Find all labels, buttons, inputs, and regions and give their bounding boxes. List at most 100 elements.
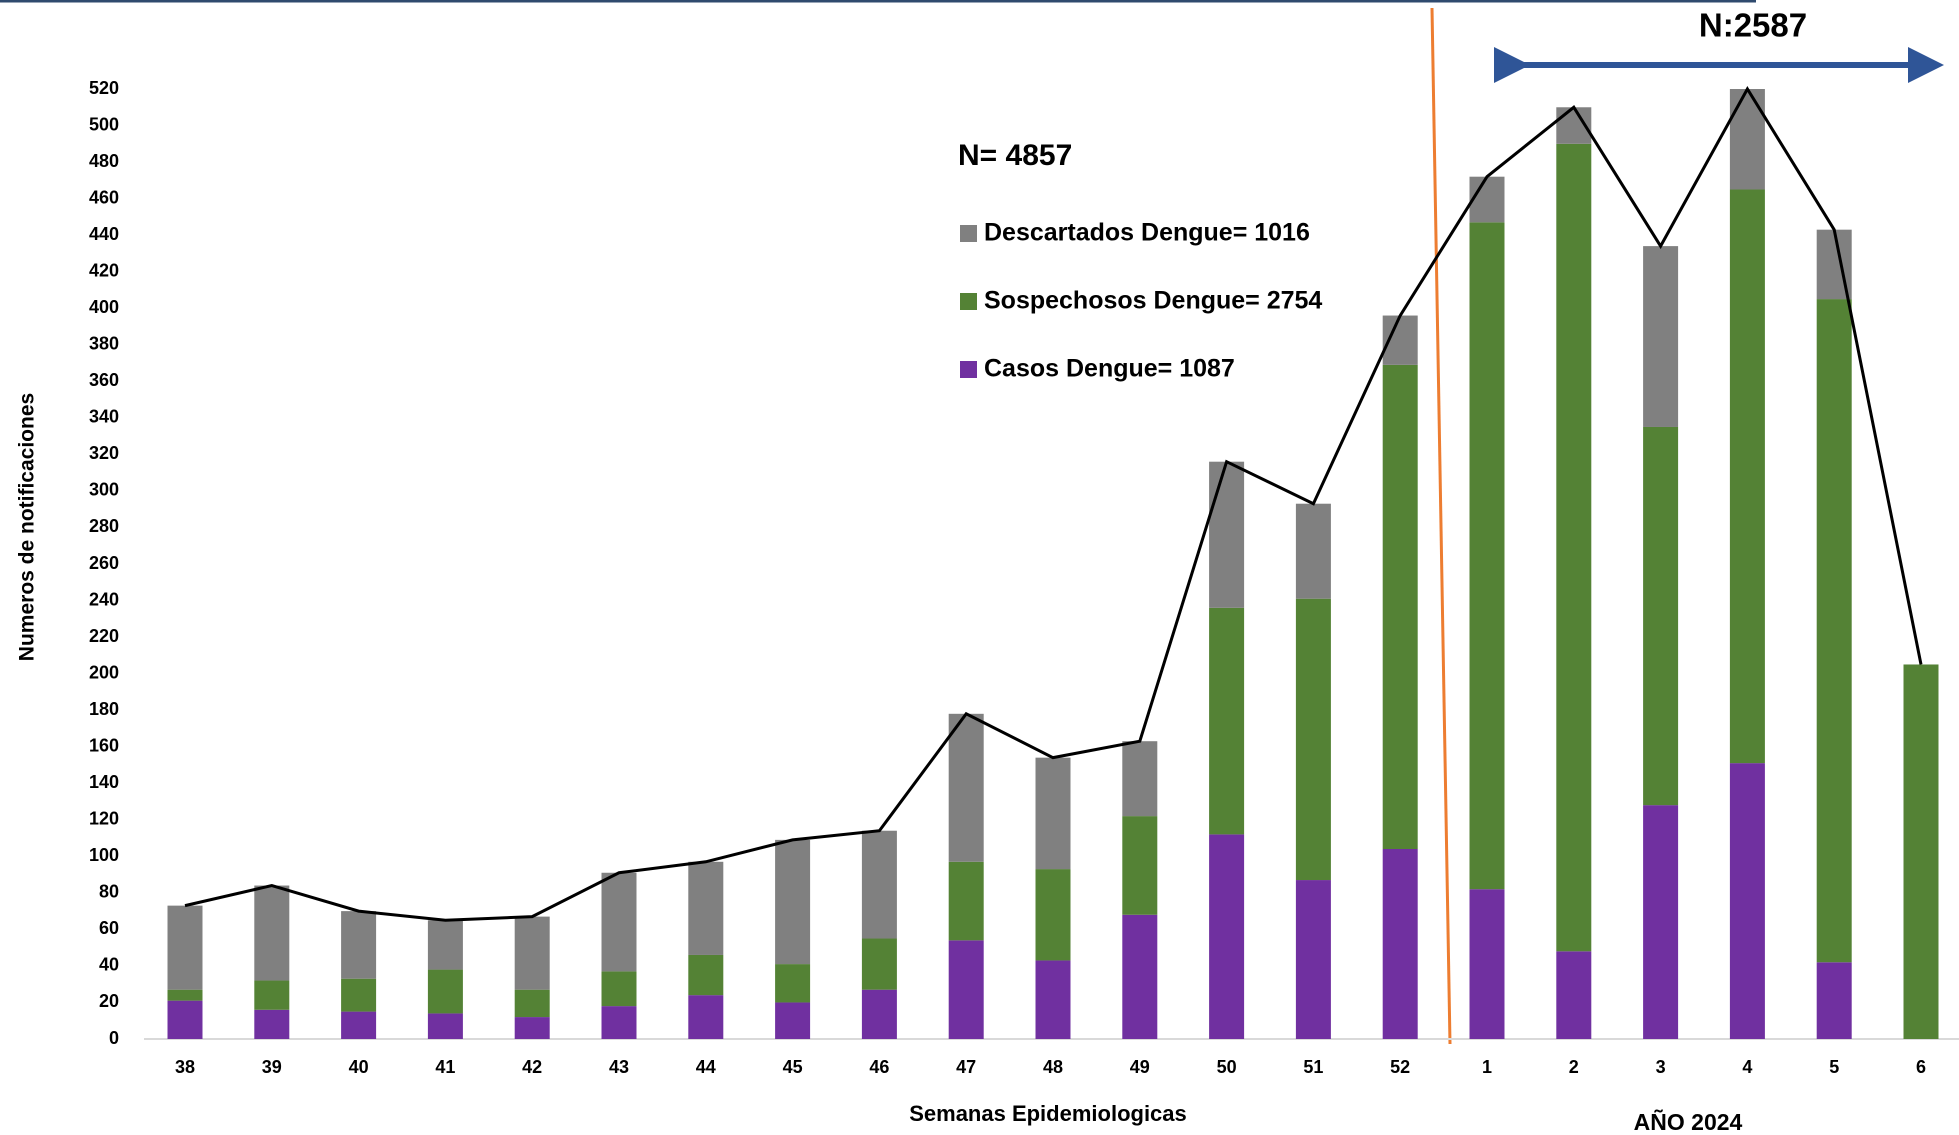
bar-segment <box>514 989 550 1018</box>
bar-segment <box>861 989 897 1039</box>
bar-segment <box>1382 364 1418 849</box>
x-tick-label: 1 <box>1482 1057 1492 1077</box>
bar-segment <box>1295 598 1331 881</box>
bar-segment <box>861 938 897 990</box>
bar-segment <box>1729 763 1765 1039</box>
x-tick-label: 41 <box>435 1057 455 1077</box>
x-tick-label: 4 <box>1742 1057 1752 1077</box>
bar-segment <box>688 861 724 955</box>
bar-segment <box>1556 951 1592 1039</box>
bar-segment <box>601 872 637 972</box>
x-tick-label: 51 <box>1303 1057 1323 1077</box>
legend-label: Casos Dengue= 1087 <box>984 355 1235 383</box>
bar-segment <box>1209 607 1245 835</box>
bar-segment <box>1729 189 1765 764</box>
bar-segment <box>254 885 290 981</box>
bar-segment <box>514 1017 550 1039</box>
bar-segment <box>775 839 811 965</box>
bar-segment <box>1382 849 1418 1039</box>
y-tick-label: 480 <box>89 151 119 171</box>
x-tick-label: 6 <box>1916 1057 1926 1077</box>
bar-segment <box>1469 889 1505 1039</box>
total-line <box>184 86 1923 922</box>
legend-swatch <box>960 361 977 378</box>
x-tick-label: 49 <box>1130 1057 1150 1077</box>
y-tick-label: 200 <box>89 662 119 682</box>
bar-segment <box>1122 741 1158 817</box>
legend-label: Descartados Dengue= 1016 <box>984 219 1310 247</box>
bar-segment <box>167 989 203 1001</box>
bar-segment <box>948 713 984 862</box>
year-divider <box>1430 7 1452 1045</box>
y-tick-label: 40 <box>99 955 119 975</box>
bar-segment <box>341 911 377 979</box>
annotation: N:2587 <box>1699 7 1807 44</box>
bar-segment <box>1643 805 1679 1039</box>
bar-segment <box>1035 960 1071 1039</box>
x-tick-label: 39 <box>262 1057 282 1077</box>
y-tick-label: 20 <box>99 991 119 1011</box>
y-tick-label: 440 <box>89 224 119 244</box>
y-tick-label: 500 <box>89 114 119 134</box>
x-tick-label: 47 <box>956 1057 976 1077</box>
x-tick-label: 52 <box>1390 1057 1410 1077</box>
bar-segment <box>861 830 897 939</box>
bar-segment <box>167 905 203 990</box>
x-tick-label: 5 <box>1829 1057 1839 1077</box>
y-tick-label: 180 <box>89 699 119 719</box>
bar-segment <box>688 954 724 996</box>
bar-segment <box>1122 816 1158 915</box>
bar-segment <box>948 940 984 1039</box>
x-tick-label: 43 <box>609 1057 629 1077</box>
y-tick-label: 380 <box>89 334 119 354</box>
bar-segment <box>427 920 463 970</box>
legend-swatch <box>960 225 977 242</box>
bar-segment <box>427 969 463 1014</box>
bar-segment <box>1729 89 1765 190</box>
bar-segment <box>254 1009 290 1039</box>
bar-segment <box>254 980 290 1010</box>
bar-segment <box>1035 869 1071 961</box>
x-tick-label: 48 <box>1043 1057 1063 1077</box>
bar-segment <box>1209 834 1245 1039</box>
bar-segment <box>1295 880 1331 1039</box>
bar-segment <box>341 978 377 1012</box>
y-tick-label: 160 <box>89 735 119 755</box>
y-tick-label: 520 <box>89 78 119 98</box>
y-tick-label: 420 <box>89 260 119 280</box>
bar-segment <box>1903 664 1939 1039</box>
y-tick-label: 60 <box>99 918 119 938</box>
bar-segment <box>1295 503 1331 599</box>
annotation: AÑO 2024 <box>1634 1108 1743 1135</box>
y-tick-label: 240 <box>89 589 119 609</box>
bar-segment <box>1556 143 1592 952</box>
bar-segment <box>1122 914 1158 1039</box>
y-tick-label: 140 <box>89 772 119 792</box>
bar-segment <box>167 1000 203 1039</box>
y-axis-title: Numeros de notificaciones <box>16 393 39 661</box>
y-tick-label: 80 <box>99 882 119 902</box>
bar-segment <box>1643 246 1679 427</box>
bar-segment <box>1643 426 1679 806</box>
bar-segment <box>601 971 637 1007</box>
y-tick-label: 100 <box>89 845 119 865</box>
bar-segment <box>775 1002 811 1039</box>
annotation: N= 4857 <box>958 139 1072 172</box>
y-tick-label: 220 <box>89 626 119 646</box>
x-axis-title: Semanas Epidemiologicas <box>909 1101 1187 1126</box>
y-tick-label: 280 <box>89 516 119 536</box>
legend-label: Sospechosos Dengue= 2754 <box>984 287 1322 315</box>
bar-segment <box>1816 299 1852 963</box>
y-tick-label: 400 <box>89 297 119 317</box>
y-tick-label: 300 <box>89 480 119 500</box>
bar-segment <box>1469 222 1505 890</box>
y-tick-label: 260 <box>89 553 119 573</box>
bar-segment <box>427 1013 463 1039</box>
bar-segment <box>948 861 984 941</box>
bar-segment <box>601 1006 637 1039</box>
y-tick-label: 120 <box>89 809 119 829</box>
x-tick-label: 38 <box>175 1057 195 1077</box>
x-tick-label: 44 <box>696 1057 716 1077</box>
legend-swatch <box>960 293 977 310</box>
